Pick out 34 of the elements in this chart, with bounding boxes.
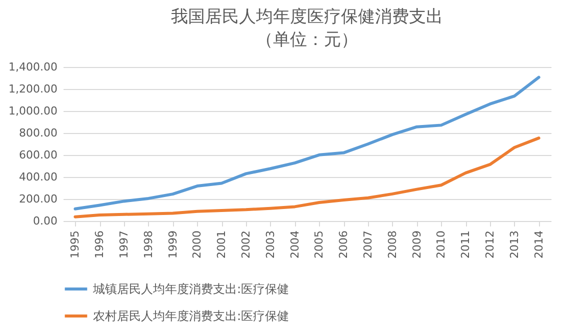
x-tick-label: 1995: [68, 230, 82, 258]
x-tick-label: 1997: [118, 230, 130, 258]
y-tick-label: 200.00: [19, 192, 58, 206]
x-tick-label: 2009: [410, 230, 424, 258]
chart-subtitle: （单位：元）: [256, 30, 358, 50]
x-tick-label: 2000: [190, 230, 204, 258]
y-tick-label: 1,000.00: [8, 104, 58, 118]
x-tick-label: 2004: [288, 230, 302, 258]
x-tick-label: 2008: [386, 230, 399, 258]
y-tick-label: 400.00: [19, 170, 58, 184]
x-tick-label: 2013: [508, 230, 521, 258]
x-tick-label: 2010: [434, 230, 448, 258]
y-tick-label: 1,200.00: [8, 82, 58, 96]
x-tick-label: 2002: [240, 230, 252, 258]
x-tick-label: 2012: [484, 230, 496, 258]
y-tick-label: 800.00: [19, 126, 58, 140]
legend-label: 农村居民人均年度消费支出:医疗保健: [93, 309, 290, 323]
x-tick-label: 1996: [93, 230, 106, 258]
x-tick-label: 2001: [215, 230, 228, 258]
y-tick-label: 0.00: [33, 214, 58, 228]
line-series: [74, 136, 540, 218]
x-tick-label: 1998: [142, 230, 155, 258]
x-tick-label: 2006: [337, 230, 350, 258]
x-tick-label: 1999: [166, 230, 180, 258]
x-tick-label: 2003: [264, 230, 277, 258]
x-tick-label: 2014: [532, 230, 546, 258]
line-series: [74, 76, 540, 210]
y-tick-label: 1,400.00: [8, 60, 58, 74]
chart-title: 我国居民人均年度医疗保健消费支出: [171, 7, 443, 27]
x-tick-label: 2011: [459, 230, 472, 258]
y-tick-label: 600.00: [19, 148, 58, 162]
x-tick-label: 2005: [312, 230, 326, 258]
legend-label: 城镇居民人均年度消费支出:医疗保健: [92, 282, 290, 296]
x-tick-label: 2007: [362, 230, 374, 258]
